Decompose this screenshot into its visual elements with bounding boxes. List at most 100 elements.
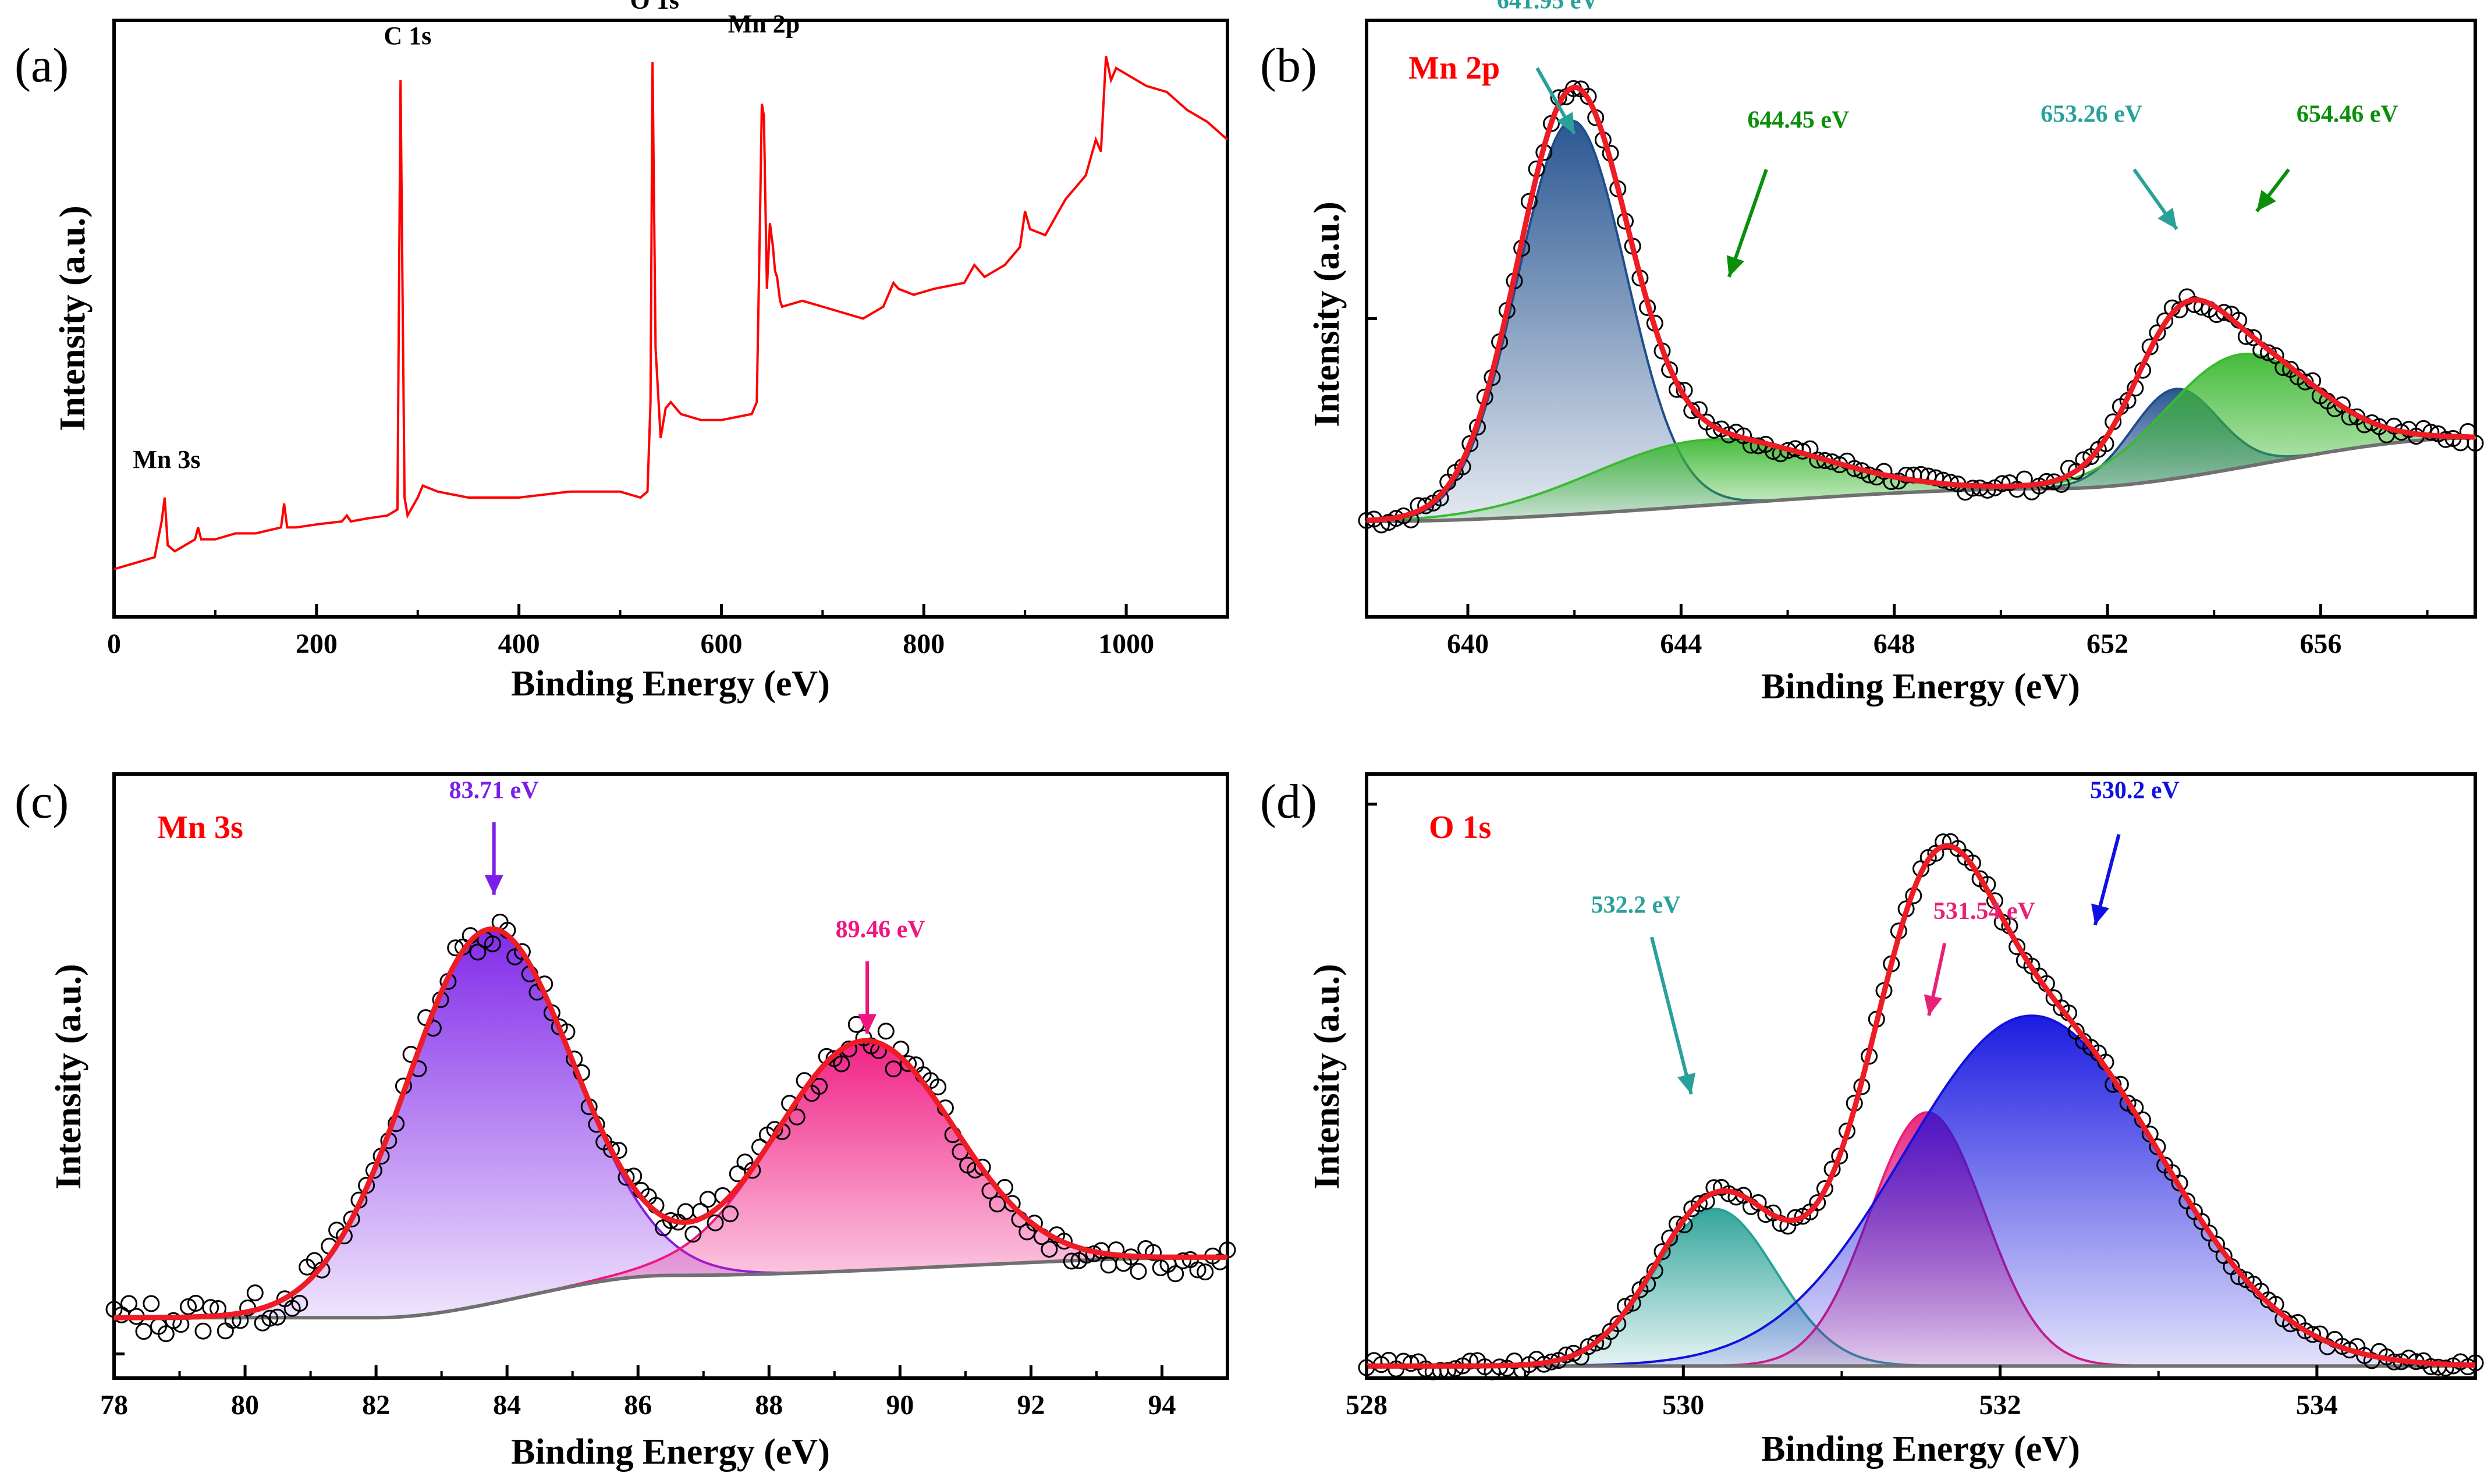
panel-c-data-point — [1063, 1252, 1080, 1270]
panel-a-peak-label: O 1s — [630, 0, 679, 15]
panel-c-data-point — [744, 1162, 761, 1179]
panel-d-xtick-label: 534 — [2296, 1390, 2338, 1421]
panel-b-data-point — [1417, 497, 1435, 514]
panel-c-xtick-label: 82 — [362, 1390, 390, 1421]
panel-b-xtick-label: 648 — [1873, 629, 1915, 659]
panel-c-data-point — [603, 1141, 620, 1158]
panel-c-data-point — [833, 1055, 850, 1073]
panel-a-xtick-label: 0 — [107, 629, 121, 659]
panel-c-envelope-line-top — [114, 926, 1227, 1320]
panel-c-data-point — [143, 1295, 160, 1312]
panel-c-data-point — [261, 1309, 279, 1327]
panel-a-xtick-label: 200 — [296, 629, 338, 659]
panel-c-data-point — [343, 1210, 360, 1228]
panel-c-data-point — [269, 1308, 286, 1326]
panel-b-data-point — [2156, 312, 2174, 329]
panel-c-data-point — [900, 1055, 917, 1073]
panel-c-data-point — [513, 943, 531, 960]
panel-c-label: (c) — [15, 775, 69, 829]
panel-c-data-point — [974, 1159, 991, 1176]
panel-a-series-line — [113, 56, 1229, 570]
panel-a-peak-label: C 1s — [384, 22, 431, 50]
panel-d-arrow-head — [2091, 903, 2109, 925]
panel-c-xtick-label: 88 — [755, 1390, 783, 1421]
panel-d-data-point — [1691, 1195, 1708, 1212]
panel-b-data-point — [2245, 329, 2262, 346]
panel-a-ylabel: Intensity (a.u.) — [53, 205, 93, 431]
panel-b-arrow-head — [2158, 207, 2177, 229]
panel-b-xtick-label: 652 — [2087, 629, 2128, 659]
panel-a: (a) Mn 3s C 1s O 1s Mn 2p 0 200 400 600 800 1000… — [15, 0, 1229, 704]
panel-b-peak-label: 641.95 eV — [1497, 0, 1599, 15]
panel-a-xtick-label: 800 — [903, 629, 945, 659]
panel-c-data-point — [1130, 1263, 1147, 1280]
panel-c-data-point — [217, 1322, 234, 1340]
panel-c-xtick-label: 78 — [100, 1390, 128, 1421]
panel-c-background-line — [114, 1255, 1227, 1320]
panel-b-data-point — [2267, 347, 2284, 364]
panel-b-data-point — [1461, 435, 1479, 452]
panel-b-data-point — [2215, 304, 2233, 321]
panel-c-data-point — [291, 1295, 308, 1312]
panel-d-peak-label: 531.54 eV — [1933, 898, 2035, 925]
panel-a-xlabel: Binding Energy (eV) — [511, 664, 830, 704]
panel-c-data-point — [684, 1226, 702, 1243]
panel-c-data-point — [885, 1060, 902, 1078]
panel-b-xtick-label: 644 — [1660, 629, 1702, 659]
panel-b-title: Mn 2p — [1408, 50, 1500, 86]
panel-c-data-point — [699, 1191, 716, 1208]
panel-b-data-point — [2333, 396, 2351, 414]
panel-c-data-point — [618, 1169, 635, 1186]
panel-c-xlabel: Binding Energy (eV) — [511, 1432, 830, 1472]
panel-c-data-point — [180, 1298, 197, 1315]
panel-c-data-point — [1152, 1259, 1169, 1276]
panel-c-xtick-label: 86 — [624, 1390, 652, 1421]
panel-c-data-point — [1189, 1261, 1207, 1279]
panel-d-ylabel: Intensity (a.u.) — [1307, 964, 1347, 1190]
panel-c-xtick-label: 92 — [1017, 1390, 1045, 1421]
panel-b-xlabel: Binding Energy (eV) — [1761, 667, 2080, 707]
panel-c-data-point — [120, 1295, 137, 1312]
panel-d-peak-label: 532.2 eV — [1591, 892, 1681, 919]
panel-b-peak-label: 644.45 eV — [1747, 107, 1849, 134]
panel-d-data-point — [1580, 1338, 1597, 1355]
panel-d-peak-label: 530.2 eV — [2090, 777, 2180, 804]
panel-c-peak-label: 89.46 eV — [836, 916, 925, 943]
panel-c-data-point — [469, 943, 487, 961]
panel-c-data-point — [707, 1214, 724, 1231]
panel-a-plot-frame — [112, 19, 1229, 619]
panel-c-xtick-label: 90 — [886, 1390, 914, 1421]
panel-d-arrow-head — [1677, 1073, 1696, 1095]
panel-c-data-point — [1003, 1195, 1021, 1212]
panel-d-arrow-shaft — [1649, 936, 1693, 1095]
panel-c-data-point — [677, 1203, 694, 1220]
panel-c-xtick-label: 94 — [1148, 1390, 1176, 1421]
panel-a-label: (a) — [15, 38, 69, 93]
panel-c-data-point — [1167, 1265, 1184, 1283]
panel-d-component-peak — [1367, 1014, 2476, 1368]
panel-c-data-point — [877, 1023, 895, 1040]
panel-c-xtick-label: 84 — [493, 1390, 521, 1421]
panel-c-plot-frame — [112, 772, 1229, 1380]
panel-c: (c) Mn 3s 83.71 eV 89.46 eV 78 80 82 84 86 88 9… — [15, 772, 1236, 1472]
panel-c-data-point — [246, 1284, 264, 1302]
panel-d-xtick-label: 528 — [1346, 1390, 1388, 1421]
panel-b-label: (b) — [1260, 38, 1317, 93]
panel-b-arrow-head — [1726, 255, 1745, 277]
panel-d-arrow-head — [1924, 994, 1942, 1016]
panel-c-arrow-head — [484, 875, 503, 895]
panel-a-peak-label: Mn 2p — [728, 10, 800, 38]
panel-b: (b) Mn 2p 641.95 eV 644.45 eV 653.26 eV 654… — [1260, 0, 2484, 707]
panel-c-data-point — [811, 1078, 828, 1095]
panel-b-xtick-label: 656 — [2300, 629, 2341, 659]
panel-a-peak-label: Mn 3s — [133, 445, 200, 474]
panel-c-data-point — [194, 1322, 212, 1340]
panel-c-data-point — [722, 1205, 739, 1223]
panel-d-data-point — [1587, 1334, 1605, 1352]
panel-c-data-point — [1026, 1215, 1043, 1232]
panel-b-arrow-head — [1556, 112, 1575, 134]
panel-d-data-point — [2437, 1359, 2454, 1377]
panel-d-data-point — [1809, 1194, 1826, 1212]
panel-b-data-point — [2067, 463, 2085, 480]
